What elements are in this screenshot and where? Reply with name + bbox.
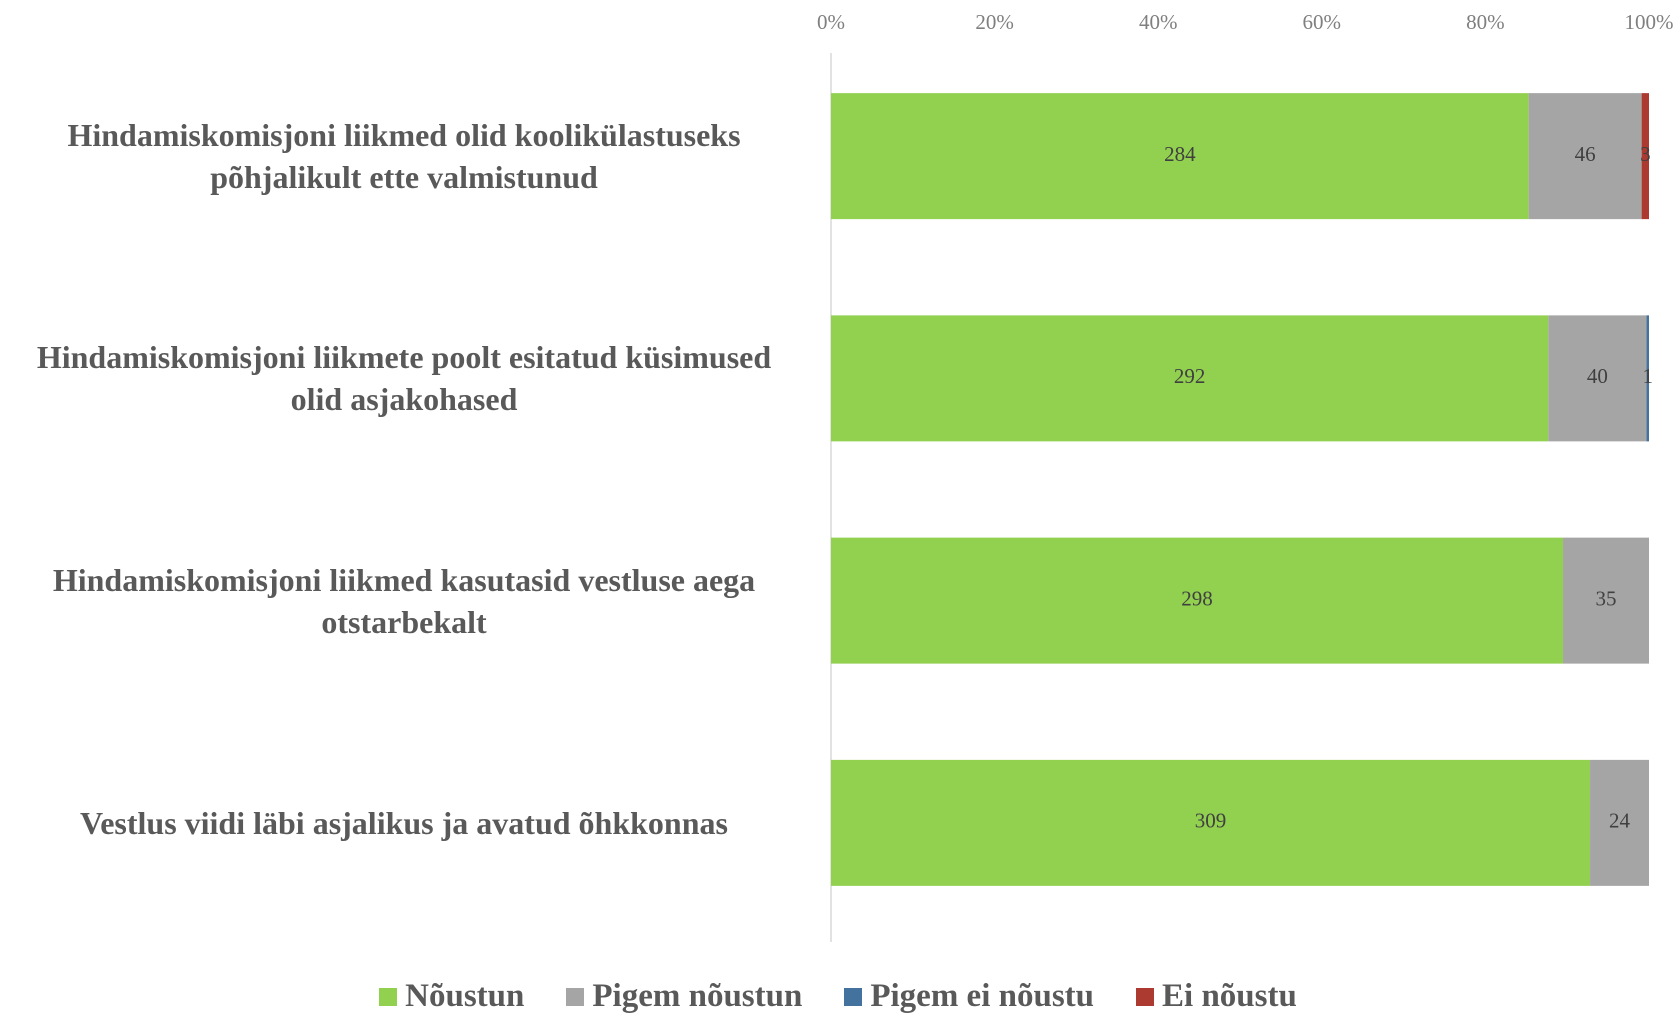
- category-label: Hindamiskomisjoni liikmed olid kooliküla…: [67, 117, 741, 196]
- legend-item: Pigem nõustun: [566, 978, 802, 1015]
- data-label: 292: [1174, 364, 1206, 388]
- data-label: 298: [1181, 586, 1213, 610]
- legend: Nõustun Pigem nõustun Pigem ei nõustu Ei nõ…: [0, 978, 1676, 1015]
- data-label: 24: [1609, 809, 1631, 833]
- legend-label: Pigem nõustun: [592, 978, 803, 1014]
- legend-swatch: [379, 987, 398, 1006]
- bar-segment: [1563, 537, 1649, 664]
- bar-segment: [831, 759, 1591, 886]
- data-label: 46: [1575, 142, 1596, 166]
- category-label: Hindamiskomisjoni liikmed kasutasid vest…: [52, 561, 756, 640]
- data-label: 284: [1164, 142, 1196, 166]
- legend-label: Pigem ei nõustu: [870, 978, 1095, 1014]
- legend-item: Ei nõustu: [1136, 978, 1297, 1015]
- legend-swatch: [1136, 987, 1155, 1006]
- data-label: 40: [1587, 364, 1608, 388]
- legend-item: Nõustun: [379, 978, 524, 1015]
- data-label: 35: [1596, 586, 1617, 610]
- x-tick-label: 0%: [817, 10, 845, 34]
- bar-segment: [1548, 315, 1647, 442]
- category-label: Hindamiskomisjoni liikmete poolt esitatu…: [36, 339, 772, 418]
- bar-segment: [831, 315, 1549, 442]
- legend-item: Pigem ei nõustu: [844, 978, 1094, 1015]
- x-tick-label: 60%: [1303, 10, 1342, 34]
- data-label: 1: [1643, 364, 1654, 388]
- legend-label: Nõustun: [405, 978, 525, 1014]
- data-label: 309: [1195, 809, 1227, 833]
- bar-segment: [1646, 315, 1649, 442]
- bar-segment: [831, 93, 1529, 220]
- bar-segment: [1528, 93, 1642, 220]
- x-tick-label: 40%: [1139, 10, 1178, 34]
- data-label: 3: [1640, 142, 1651, 166]
- bar-segment: [831, 537, 1564, 664]
- bar-segment: [1590, 759, 1649, 886]
- legend-label: Ei nõustu: [1162, 978, 1297, 1014]
- legend-swatch: [566, 987, 585, 1006]
- x-tick-label: 100%: [1625, 10, 1674, 34]
- bar-segment: [1641, 93, 1649, 220]
- category-label: Vestlus viidi läbi asjalikus ja avatud õ…: [80, 804, 728, 841]
- legend-swatch: [844, 987, 863, 1006]
- x-tick-label: 80%: [1466, 10, 1505, 34]
- x-tick-label: 20%: [975, 10, 1014, 34]
